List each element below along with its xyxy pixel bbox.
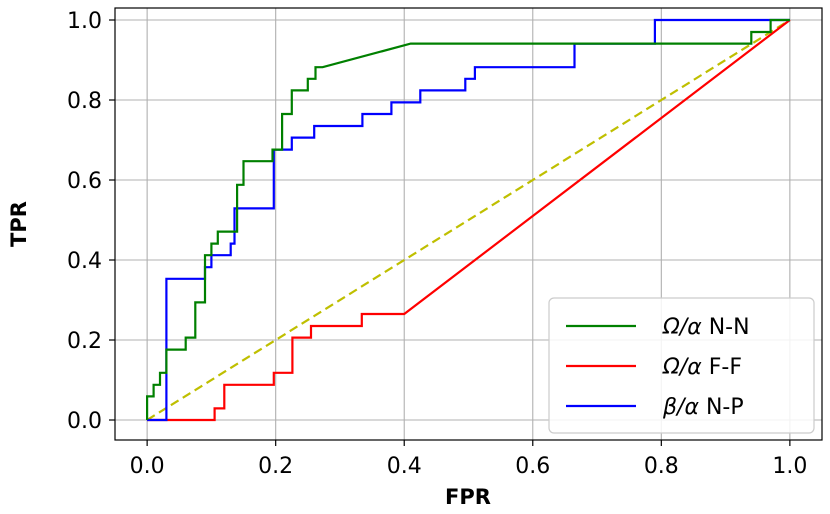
legend-label-symbol: Ω/α xyxy=(662,315,702,340)
x-tick-label: 0.2 xyxy=(258,454,293,479)
y-axis: 0.0 0.2 0.4 0.6 0.8 1.0 xyxy=(67,9,115,434)
x-axis: 0.0 0.2 0.4 0.6 0.8 1.0 xyxy=(130,440,807,479)
y-tick-label: 1.0 xyxy=(67,9,102,34)
y-tick-label: 0.8 xyxy=(67,89,102,114)
legend: Ω/α N-NΩ/α F-Fβ/α N-P xyxy=(548,297,815,434)
legend-label-text: N-P xyxy=(699,395,744,420)
y-tick-label: 0.0 xyxy=(67,409,102,434)
legend-label-text: N-N xyxy=(702,315,750,340)
x-tick-label: 0.6 xyxy=(515,454,550,479)
y-tick-label: 0.6 xyxy=(67,169,102,194)
y-tick-label: 0.2 xyxy=(67,329,102,354)
chance-diagonal-line xyxy=(146,19,791,421)
legend-label-symbol: Ω/α xyxy=(662,355,702,380)
series-line-1 xyxy=(147,19,791,422)
y-axis-title: TPR xyxy=(7,201,31,247)
x-tick-label: 0.0 xyxy=(130,454,165,479)
series-line-2 xyxy=(147,18,790,422)
series-layer xyxy=(146,18,791,422)
legend-label-symbol: β/α xyxy=(662,395,699,420)
x-axis-title: FPR xyxy=(445,485,491,509)
x-tick-label: 1.0 xyxy=(772,454,807,479)
legend-label: β/α N-P xyxy=(662,395,744,420)
legend-label: Ω/α F-F xyxy=(662,355,742,380)
y-tick-label: 0.4 xyxy=(67,249,102,274)
legend-label: Ω/α N-N xyxy=(662,315,750,340)
legend-label-text: F-F xyxy=(702,355,742,380)
series-line-0 xyxy=(146,18,790,420)
plot-frame xyxy=(114,7,823,441)
x-tick-label: 0.4 xyxy=(387,454,422,479)
legend-box xyxy=(548,297,815,434)
x-tick-label: 0.8 xyxy=(644,454,679,479)
